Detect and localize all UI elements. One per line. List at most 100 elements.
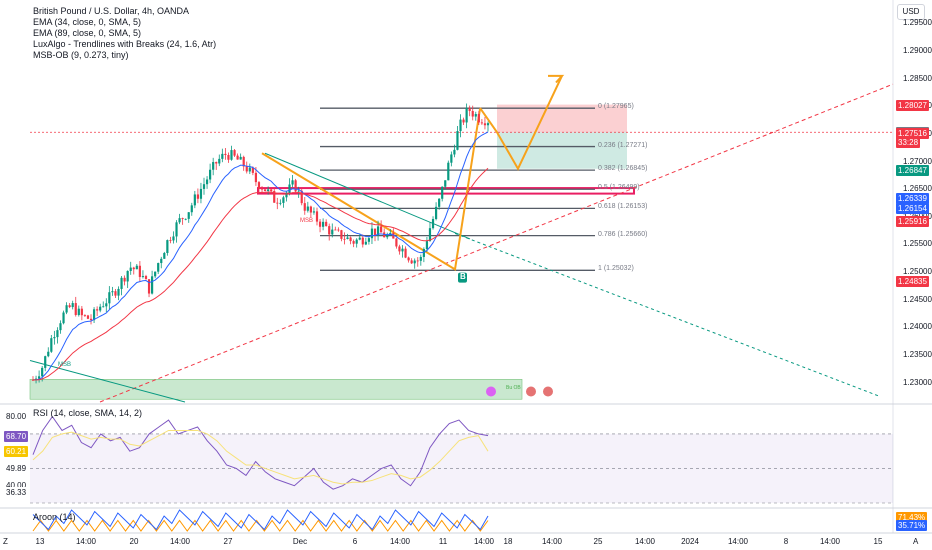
candle-body: [438, 198, 441, 207]
candle-body: [172, 236, 175, 241]
candle-body: [376, 226, 380, 236]
candle-body: [236, 155, 239, 160]
time-tick-label: 14:00: [819, 537, 841, 546]
candle-body: [196, 194, 199, 199]
price-tick-label: 1.24000: [903, 322, 932, 332]
time-tick-label: 14:00: [169, 537, 191, 546]
fib-level-label: 0.5 (1.26499): [598, 184, 640, 192]
candle-body: [431, 219, 435, 229]
candle-body: [447, 162, 450, 181]
candle-body: [135, 265, 138, 270]
candle-body: [89, 318, 93, 321]
candle-body: [123, 277, 126, 282]
candle-body: [181, 218, 184, 220]
candle-body: [56, 330, 59, 338]
candle-body: [260, 188, 264, 190]
candle-body: [380, 226, 383, 233]
candle-body: [160, 258, 163, 264]
candle-body: [31, 379, 35, 381]
time-tick-label: Dec: [292, 537, 308, 546]
candle-body: [221, 153, 224, 159]
candle-body: [468, 108, 471, 111]
auto-scale-button[interactable]: A: [913, 537, 919, 546]
price-tick-label: 1.24500: [903, 294, 932, 304]
price-tag: 33:28: [896, 137, 921, 149]
rsi-label[interactable]: RSI (14, close, SMA, 14, 2): [33, 408, 143, 418]
candle-body: [205, 179, 209, 185]
lightning-icon: [486, 386, 496, 397]
candle-body: [71, 303, 74, 308]
candle-body: [141, 276, 145, 277]
msb-marker: MSB: [300, 218, 314, 225]
candle-body: [471, 110, 474, 117]
candle-body: [166, 240, 169, 253]
candle-body: [74, 303, 77, 315]
indicator-ema34[interactable]: EMA (34, close, 0, SMA, 5): [33, 17, 142, 27]
candle-body: [355, 239, 358, 244]
time-tick-label: 14:00: [541, 537, 563, 546]
candle-body: [279, 202, 282, 204]
trendlines-layer: [29, 83, 894, 403]
candle-body: [245, 166, 248, 172]
price-tag: 1.25916: [896, 216, 929, 228]
candle-body: [150, 276, 154, 294]
price-tick-label: 1.27000: [903, 156, 932, 166]
candle-body: [263, 189, 267, 192]
breakout-trendline: [454, 232, 881, 397]
candle-body: [395, 238, 398, 247]
candle-body: [456, 131, 459, 150]
price-tag: 1.24835: [896, 276, 929, 288]
candle-body: [251, 167, 254, 173]
candle-body: [129, 267, 132, 271]
currency-selector[interactable]: USD: [897, 4, 925, 20]
rsi-value-tag: 36.33: [4, 487, 29, 499]
candle-body: [291, 180, 294, 185]
aroon-pane: [32, 509, 489, 532]
price-tag: 1.28027: [896, 99, 929, 111]
indicator-ema89[interactable]: EMA (89, close, 0, SMA, 5): [33, 28, 142, 38]
candle-body: [425, 241, 429, 250]
time-tick-label: 27: [223, 537, 233, 546]
time-tick-label: 14:00: [634, 537, 656, 546]
time-tick-label: 14:00: [389, 537, 411, 546]
rsi-ma-line: [32, 429, 489, 485]
candle-body: [367, 238, 371, 242]
candle-body: [169, 240, 172, 241]
candle-body: [163, 252, 166, 259]
fib-level-label: 0.618 (1.26153): [598, 203, 648, 211]
price-tick-label: 1.23500: [903, 350, 932, 359]
price-tick-label: 1.29500: [903, 18, 932, 28]
candle-body: [401, 248, 404, 252]
aroon-label[interactable]: Aroon (14): [33, 512, 76, 522]
candle-body: [300, 190, 303, 204]
rsi-tick-label: 40.00: [6, 480, 27, 490]
candle-body: [270, 189, 273, 191]
candle-body: [202, 184, 206, 189]
candle-body: [65, 305, 68, 313]
candle-body: [47, 351, 50, 357]
candle-body: [157, 263, 160, 272]
candle-body: [209, 169, 212, 180]
indicator-msb-ob[interactable]: MSB-OB (9, 0.273, tiny): [33, 50, 129, 60]
candle-body: [294, 180, 297, 192]
indicator-luxalgo[interactable]: LuxAlgo - Trendlines with Breaks (24, 1.…: [33, 39, 217, 49]
candle-body: [92, 309, 96, 321]
candle-body: [212, 162, 215, 170]
candle-body: [254, 172, 258, 183]
fib-level-label: 0 (1.27965): [598, 103, 634, 111]
candle-body: [120, 277, 123, 289]
candle-body: [178, 218, 181, 223]
fib-level-label: 0.786 (1.25660): [598, 230, 648, 238]
projection-arrowhead: [548, 74, 565, 84]
price-tick-label: 1.23000: [903, 377, 932, 387]
flag-icon: [526, 386, 536, 397]
candle-body: [422, 249, 425, 257]
candle-body: [407, 257, 410, 261]
candle-body: [325, 221, 328, 227]
timezone-corner[interactable]: Z: [3, 537, 8, 546]
candle-body: [80, 308, 83, 316]
candle-body: [248, 167, 251, 172]
chart-legend: British Pound / U.S. Dollar, 4h, OANDA E…: [33, 6, 216, 61]
candle-body: [105, 303, 108, 307]
